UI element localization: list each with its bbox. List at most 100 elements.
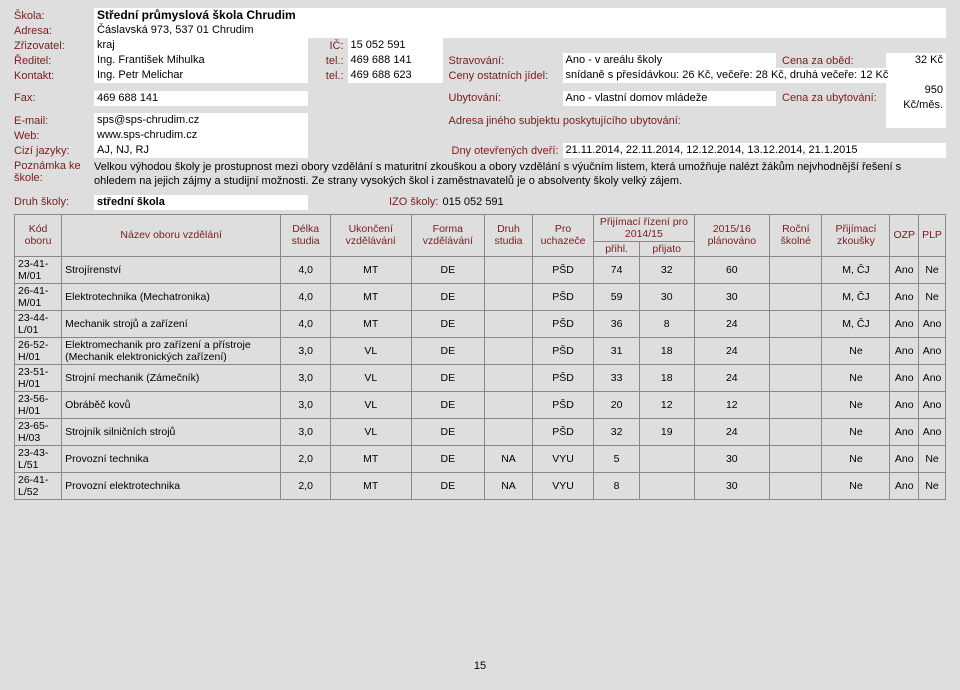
cell-completion: VL (330, 418, 411, 445)
cell-name: Strojírenství (62, 256, 281, 283)
th-tuition: Roční školné (770, 214, 822, 256)
cell-exams: Ne (822, 445, 890, 472)
value-accommprice: 950 Kč/měs. (886, 83, 946, 113)
th-applied: přihl. (594, 241, 640, 256)
cell-length: 4,0 (281, 283, 331, 310)
value-founder: kraj (94, 38, 308, 53)
cell-name: Strojník silničních strojů (62, 418, 281, 445)
label-schooltype: Druh školy: (14, 196, 94, 208)
programs-table: Kód oboru Název oboru vzdělání Délka stu… (14, 214, 946, 500)
label-email: E-mail: (14, 115, 94, 127)
cell-accepted: 18 (639, 337, 694, 364)
th-exams: Přijímací zkoušky (822, 214, 890, 256)
table-row: 23-41-M/01Strojírenství4,0MTDEPŠD743260M… (15, 256, 946, 283)
label-accomm: Ubytování: (443, 92, 563, 104)
value-boarding: Ano - v areálu školy (563, 53, 777, 68)
value-schooltype: střední škola (94, 195, 308, 210)
value-othermeals: snídaně s přesídávkou: 26 Kč, večeře: 28… (563, 68, 947, 83)
cell-for: PŠD (532, 283, 593, 310)
table-row: 23-56-H/01Obráběč kovů3,0VLDEPŠD201212Ne… (15, 391, 946, 418)
info-row-web: Web: www.sps-chrudim.cz (14, 128, 946, 143)
cell-for: PŠD (532, 364, 593, 391)
cell-name: Provozní technika (62, 445, 281, 472)
cell-kind (485, 391, 533, 418)
value-address: Čáslavská 973, 537 01 Chrudim (94, 23, 946, 38)
value-ic: 15 052 591 (348, 38, 443, 53)
info-row-founder: Zřizovatel: kraj IČ: 15 052 591 (14, 38, 946, 53)
cell-planned: 30 (694, 445, 770, 472)
cell-form: DE (411, 256, 485, 283)
cell-tuition (770, 337, 822, 364)
cell-tuition (770, 364, 822, 391)
cell-completion: MT (330, 256, 411, 283)
cell-name: Strojní mechanik (Zámečník) (62, 364, 281, 391)
cell-applied: 36 (594, 310, 640, 337)
th-accepted: přijato (639, 241, 694, 256)
cell-form: DE (411, 283, 485, 310)
cell-ozp: Ano (890, 364, 919, 391)
cell-form: DE (411, 310, 485, 337)
cell-kind (485, 418, 533, 445)
cell-applied: 74 (594, 256, 640, 283)
page-number: 15 (14, 660, 946, 672)
cell-ozp: Ano (890, 391, 919, 418)
cell-plp: Ano (919, 391, 946, 418)
info-row-fax: Fax: 469 688 141 Ubytování: Ano - vlastn… (14, 83, 946, 113)
th-for: Pro uchazeče (532, 214, 593, 256)
table-row: 23-44-L/01Mechanik strojů a zařízení4,0M… (15, 310, 946, 337)
label-languages: Cizí jazyky: (14, 145, 94, 157)
value-contact: Ing. Petr Melichar (94, 68, 308, 83)
cell-ozp: Ano (890, 337, 919, 364)
label-fax: Fax: (14, 92, 94, 104)
th-form: Forma vzdělávání (411, 214, 485, 256)
cell-for: PŠD (532, 391, 593, 418)
info-row-schooltype: Druh školy: střední škola IZO školy: 015… (14, 195, 946, 210)
info-row-contact: Kontakt: Ing. Petr Melichar tel.: 469 68… (14, 68, 946, 83)
cell-for: VYU (532, 445, 593, 472)
cell-length: 3,0 (281, 391, 331, 418)
cell-planned: 24 (694, 310, 770, 337)
cell-exams: M, ČJ (822, 256, 890, 283)
cell-name: Provozní elektrotechnika (62, 472, 281, 499)
label-accommaddr: Adresa jiného subjektu poskytujícího uby… (443, 115, 887, 127)
cell-exams: M, ČJ (822, 310, 890, 337)
cell-exams: Ne (822, 391, 890, 418)
cell-plp: Ano (919, 364, 946, 391)
cell-tuition (770, 283, 822, 310)
label-note: Poznámka ke škole: (14, 160, 94, 184)
info-row-note: Poznámka ke škole: Velkou výhodou školy … (14, 160, 946, 189)
table-row: 26-41-M/01Elektrotechnika (Mechatronika)… (15, 283, 946, 310)
th-kind: Druh studia (485, 214, 533, 256)
cell-planned: 24 (694, 337, 770, 364)
cell-applied: 31 (594, 337, 640, 364)
label-ic: IČ: (308, 40, 348, 52)
cell-accepted (639, 472, 694, 499)
cell-name: Obráběč kovů (62, 391, 281, 418)
label-lunchprice: Cena za oběd: (776, 55, 886, 67)
label-opendays: Dny otevřených dveří: (348, 145, 563, 157)
th-plp: PLP (919, 214, 946, 256)
cell-ozp: Ano (890, 310, 919, 337)
value-web: www.sps-chrudim.cz (94, 128, 308, 143)
cell-plp: Ano (919, 310, 946, 337)
cell-length: 3,0 (281, 418, 331, 445)
label-izo: IZO školy: (348, 196, 443, 208)
cell-plp: Ano (919, 418, 946, 445)
cell-form: DE (411, 418, 485, 445)
cell-applied: 33 (594, 364, 640, 391)
cell-completion: MT (330, 445, 411, 472)
cell-length: 2,0 (281, 445, 331, 472)
cell-applied: 59 (594, 283, 640, 310)
info-row-email: E-mail: sps@sps-chrudim.cz Adresa jiného… (14, 113, 946, 128)
cell-code: 23-41-M/01 (15, 256, 62, 283)
cell-ozp: Ano (890, 445, 919, 472)
cell-exams: Ne (822, 337, 890, 364)
th-completion: Ukončení vzdělávání (330, 214, 411, 256)
cell-form: DE (411, 445, 485, 472)
label-director: Ředitel: (14, 55, 94, 67)
cell-for: VYU (532, 472, 593, 499)
cell-tuition (770, 310, 822, 337)
cell-accepted: 12 (639, 391, 694, 418)
cell-exams: Ne (822, 472, 890, 499)
cell-kind (485, 337, 533, 364)
